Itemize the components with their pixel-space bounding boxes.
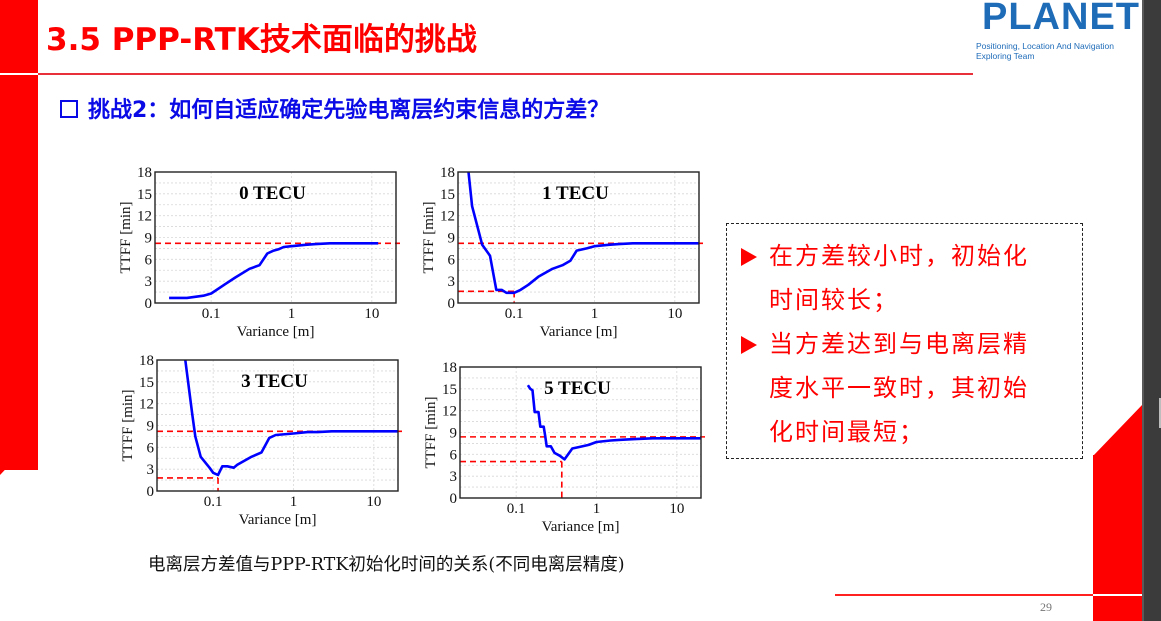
- y-axis-label: TTFF [min]: [120, 389, 136, 461]
- x-tick-label: 1: [593, 501, 601, 517]
- y-tick-label: 0: [448, 296, 456, 312]
- y-tick-label: 6: [145, 252, 153, 268]
- x-axis-label: Variance [m]: [542, 519, 620, 535]
- ttff-curve: [526, 384, 701, 461]
- title-underline: [38, 73, 973, 75]
- callout-line-2: 时间较长；: [769, 286, 899, 314]
- x-tick-label: 0.1: [507, 501, 526, 517]
- y-tick-label: 3: [448, 274, 456, 290]
- left-bar-divider: [0, 73, 38, 75]
- x-axis-label: Variance [m]: [237, 324, 315, 340]
- arrow-bullet-icon: [741, 336, 757, 354]
- chart-5-tecu: 0 3 6 9 12 15 18 0.1 1 10 Variance [m] TTFF [min] 5 …: [423, 360, 705, 535]
- plot-frame: [459, 366, 702, 499]
- logo-tagline-line1: Positioning, Location And Navigation: [976, 41, 1114, 51]
- x-tick-label: 0.1: [505, 306, 524, 322]
- ttff-curve: [467, 171, 699, 295]
- x-tick-label: 0.1: [204, 494, 223, 510]
- x-tick-label: 1: [288, 306, 296, 322]
- logo-tagline: Positioning, Location And Navigation Exp…: [976, 41, 1114, 61]
- y-tick-label: 15: [442, 382, 457, 398]
- y-tick-label: 15: [137, 187, 152, 203]
- x-axis-label: Variance [m]: [540, 324, 618, 340]
- x-tick-label: 10: [366, 494, 381, 510]
- logo-wordmark: PLANET: [982, 0, 1140, 38]
- y-tick-label: 12: [440, 209, 455, 225]
- y-tick-label: 12: [139, 397, 154, 413]
- y-tick-label: 0: [450, 491, 458, 507]
- subtitle-text: 挑战2：如何自适应确定先验电离层约束信息的方差？: [88, 98, 610, 123]
- callout-box: 在方差较小时，初始化 时间较长； 当方差达到与电离层精 度水平一致时，其初始 化…: [726, 223, 1083, 459]
- plot-frame: [154, 171, 397, 304]
- y-tick-label: 3: [145, 274, 153, 290]
- page-number: 29: [1040, 600, 1052, 614]
- chart-title: 5 TECU: [544, 378, 611, 399]
- y-axis-label: TTFF [min]: [118, 201, 134, 273]
- y-axis-label: TTFF [min]: [421, 201, 437, 273]
- arrow-bullet-icon: [741, 248, 757, 266]
- y-tick-label: 0: [145, 296, 153, 312]
- y-tick-label: 18: [139, 353, 154, 369]
- viewer-scrollbar[interactable]: [1142, 0, 1161, 621]
- y-tick-label: 18: [442, 360, 457, 376]
- x-tick-label: 10: [669, 501, 684, 517]
- callout-line-3: 当方差达到与电离层精: [741, 324, 1029, 359]
- y-tick-label: 9: [145, 231, 153, 247]
- y-tick-label: 0: [147, 484, 155, 500]
- ttff-curve: [184, 359, 398, 477]
- figure-caption: 电离层方差值与PPP-RTK初始化时间的关系(不同电离层精度): [148, 555, 625, 575]
- scrollbar-thumb[interactable]: [1159, 398, 1161, 428]
- chart-1-tecu: 0 3 6 9 12 15 18 0.1 1 10 Variance [m] TTFF [min] 1 …: [421, 165, 703, 340]
- y-tick-label: 15: [139, 375, 154, 391]
- ttff-curve: [169, 242, 379, 300]
- chart-title: 3 TECU: [241, 371, 308, 392]
- plot-frame: [457, 171, 700, 304]
- x-tick-label: 1: [591, 306, 599, 322]
- y-tick-label: 3: [147, 462, 155, 478]
- chart-3-tecu: 0 3 6 9 12 15 18 0.1 1 10 Variance [m] TTFF [min] 3 …: [120, 353, 402, 528]
- slide-title: 3.5 PPP-RTK技术面临的挑战: [46, 22, 477, 58]
- chart-0-tecu: 0 3 6 9 12 15 18 0.1 1 10 Variance [m] TTFF [min] 0 …: [118, 165, 400, 340]
- right-bar-divider: [1093, 594, 1143, 596]
- x-axis-label: Variance [m]: [239, 512, 317, 528]
- y-tick-label: 6: [448, 252, 456, 268]
- chart-title: 1 TECU: [542, 183, 609, 204]
- callout-line-1: 在方差较小时，初始化: [741, 236, 1029, 271]
- right-accent-bar: [1093, 455, 1143, 621]
- callout-line-4: 度水平一致时，其初始: [769, 374, 1029, 402]
- planet-logo: PLANET Positioning, Location And Navigat…: [970, 0, 1139, 68]
- y-tick-label: 18: [440, 165, 455, 181]
- slide-subtitle: 挑战2：如何自适应确定先验电离层约束信息的方差？: [60, 92, 609, 124]
- left-bar-slant: [0, 435, 38, 475]
- y-tick-label: 15: [440, 187, 455, 203]
- y-tick-label: 9: [448, 231, 456, 247]
- y-tick-label: 12: [137, 209, 152, 225]
- footer-rule: [835, 594, 1097, 596]
- chart-title: 0 TECU: [239, 183, 306, 204]
- y-tick-label: 18: [137, 165, 152, 181]
- right-bar-slant: [1093, 404, 1143, 456]
- callout-line-5: 化时间最短；: [769, 418, 925, 446]
- logo-tagline-line2: Exploring Team: [976, 51, 1035, 61]
- y-tick-label: 9: [147, 419, 155, 435]
- left-accent-bar: [0, 0, 38, 470]
- y-axis-label: TTFF [min]: [423, 396, 439, 468]
- y-tick-label: 3: [450, 469, 458, 485]
- x-tick-label: 10: [364, 306, 379, 322]
- x-tick-label: 1: [290, 494, 298, 510]
- scrollbar-edge: [1142, 0, 1144, 621]
- y-tick-label: 6: [450, 447, 458, 463]
- y-tick-label: 9: [450, 426, 458, 442]
- x-tick-label: 0.1: [202, 306, 221, 322]
- y-tick-label: 12: [442, 404, 457, 420]
- y-tick-label: 6: [147, 440, 155, 456]
- checkbox-bullet-icon: [60, 100, 78, 118]
- x-tick-label: 10: [667, 306, 682, 322]
- plot-frame: [156, 359, 399, 492]
